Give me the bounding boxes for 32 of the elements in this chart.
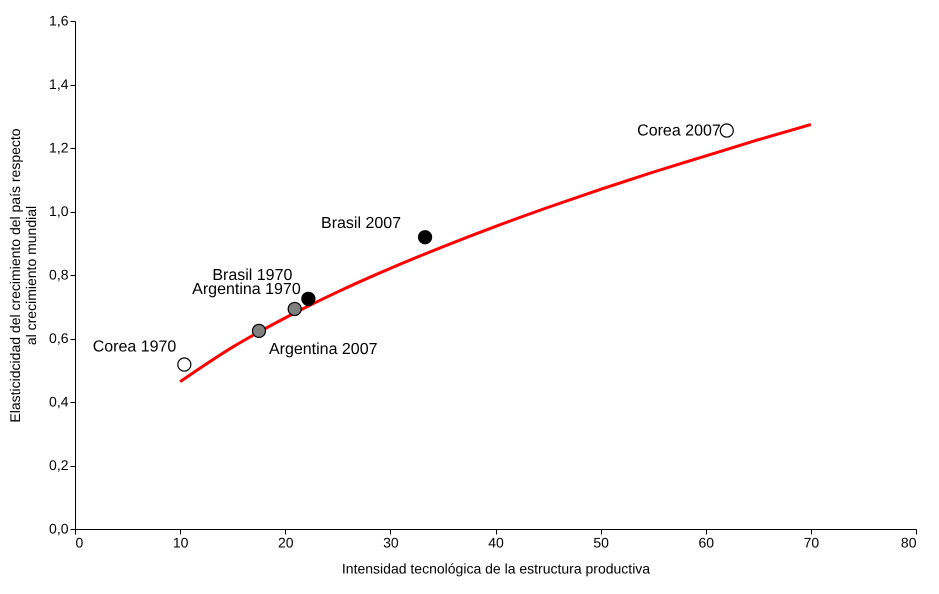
annotation: Corea 1970 [92, 338, 176, 356]
x-axis-title: Intensidad tecnológica de la estructura productiva [342, 560, 650, 576]
point [301, 292, 316, 306]
x-tick-label: 0 [76, 534, 84, 550]
point [720, 123, 734, 138]
x-tick-label: 70 [804, 534, 820, 550]
x-tick-label: 50 [593, 534, 610, 550]
x-tick-label: 10 [172, 534, 189, 550]
y-tick-label: 1,6 [49, 12, 69, 28]
x-tick-label: 60 [698, 534, 714, 550]
x-tick-label: 80 [900, 534, 917, 550]
y-tick-label: 0,8 [49, 266, 69, 282]
x-tick-label: 30 [383, 534, 399, 550]
point [288, 302, 302, 316]
y-tick-label: 1,4 [49, 76, 69, 92]
annotation: Brasil 2007 [321, 215, 402, 232]
annotation: Argentina 1970 [192, 280, 301, 298]
x-tick-label: 20 [278, 534, 294, 550]
y-tick-label: 0,4 [49, 394, 69, 410]
y-tick-label: 0,2 [49, 457, 69, 473]
y-axis-title: Elasticidcidad del crecimiento del país respecto al crecimiento mundial [7, 128, 40, 423]
y-tick-label: 0,6 [49, 330, 69, 346]
y-tick-label: 1,0 [49, 203, 69, 219]
point [252, 324, 266, 338]
line-series [178, 123, 812, 384]
y-tick-label: 0,0 [49, 520, 69, 536]
y-tick-label: 1,2 [49, 140, 69, 156]
point [418, 230, 432, 244]
x-tick-label: 40 [488, 534, 504, 550]
point [177, 357, 192, 372]
annotation: Corea 2007 [637, 122, 721, 140]
annotation: Argentina 2007 [268, 340, 378, 358]
